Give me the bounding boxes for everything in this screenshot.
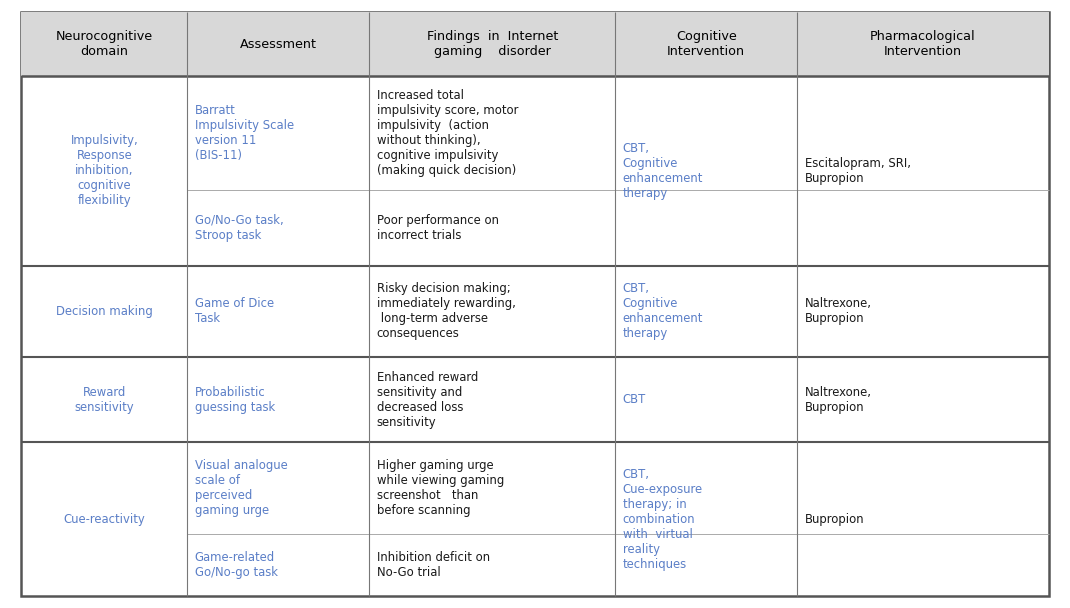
Text: Poor performance on
incorrect trials: Poor performance on incorrect trials bbox=[377, 214, 499, 242]
Text: Enhanced reward
sensitivity and
decreased loss
sensitivity: Enhanced reward sensitivity and decrease… bbox=[377, 371, 478, 429]
Text: Escitalopram, SRI,
Bupropion: Escitalopram, SRI, Bupropion bbox=[805, 157, 911, 185]
Text: Assessment: Assessment bbox=[240, 38, 317, 50]
Text: Decision making: Decision making bbox=[56, 305, 153, 318]
Text: Cognitive
Intervention: Cognitive Intervention bbox=[667, 30, 746, 58]
Text: Visual analogue
scale of
perceived
gaming urge: Visual analogue scale of perceived gamin… bbox=[195, 460, 288, 517]
Text: Findings  in  Internet
gaming    disorder: Findings in Internet gaming disorder bbox=[427, 30, 557, 58]
Text: Risky decision making;
immediately rewarding,
 long-term adverse
consequences: Risky decision making; immediately rewar… bbox=[377, 282, 516, 340]
Text: Probabilistic
guessing task: Probabilistic guessing task bbox=[195, 385, 275, 413]
Text: Naltrexone,
Bupropion: Naltrexone, Bupropion bbox=[805, 385, 872, 413]
Text: Increased total
impulsivity score, motor
impulsivity  (action
without thinking),: Increased total impulsivity score, motor… bbox=[377, 89, 518, 177]
Text: Game-related
Go/No-go task: Game-related Go/No-go task bbox=[195, 551, 278, 579]
Text: Reward
sensitivity: Reward sensitivity bbox=[75, 385, 134, 413]
Text: Game of Dice
Task: Game of Dice Task bbox=[195, 297, 274, 325]
Text: Neurocognitive
domain: Neurocognitive domain bbox=[56, 30, 153, 58]
Text: Impulsivity,
Response
inhibition,
cognitive
flexibility: Impulsivity, Response inhibition, cognit… bbox=[71, 134, 138, 207]
Text: CBT: CBT bbox=[623, 393, 646, 406]
Text: CBT,
Cognitive
enhancement
therapy: CBT, Cognitive enhancement therapy bbox=[623, 282, 703, 340]
Text: CBT,
Cue-exposure
therapy; in
combination
with  virtual
reality
techniques: CBT, Cue-exposure therapy; in combinatio… bbox=[623, 468, 703, 571]
Text: Bupropion: Bupropion bbox=[805, 513, 865, 526]
Text: Higher gaming urge
while viewing gaming
screenshot   than
before scanning: Higher gaming urge while viewing gaming … bbox=[377, 460, 504, 517]
Text: Barratt
Impulsivity Scale
version 11
(BIS-11): Barratt Impulsivity Scale version 11 (BI… bbox=[195, 104, 294, 162]
Text: Naltrexone,
Bupropion: Naltrexone, Bupropion bbox=[805, 297, 872, 325]
Text: Cue-reactivity: Cue-reactivity bbox=[63, 513, 146, 526]
Bar bbox=[21, 12, 1049, 76]
Text: Inhibition deficit on
No-Go trial: Inhibition deficit on No-Go trial bbox=[377, 551, 490, 579]
Text: Go/No-Go task,
Stroop task: Go/No-Go task, Stroop task bbox=[195, 214, 284, 242]
Text: CBT,
Cognitive
enhancement
therapy: CBT, Cognitive enhancement therapy bbox=[623, 142, 703, 200]
Text: Pharmacological
Intervention: Pharmacological Intervention bbox=[870, 30, 976, 58]
